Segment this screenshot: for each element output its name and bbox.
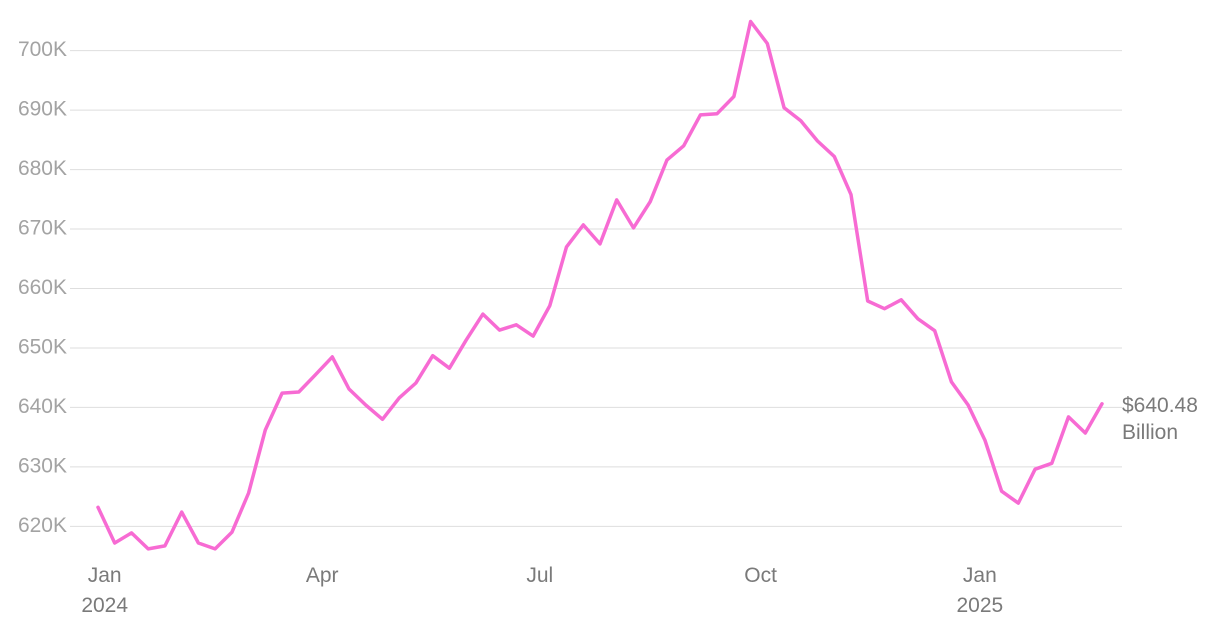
y-tick-label: 690K: [18, 98, 67, 121]
x-tick-label: Jan 2024: [81, 564, 129, 617]
y-tick-label: 680K: [18, 157, 67, 180]
y-tick-label: 670K: [18, 217, 67, 240]
line: [96, 19, 1104, 551]
y-tick-label: 620K: [18, 514, 67, 537]
y-tick-label: 640K: [18, 395, 67, 418]
x-tick-label: Oct: [744, 564, 777, 587]
y-tick-label: 630K: [18, 454, 67, 477]
x-tick-label: Jan 2025: [956, 564, 1004, 617]
x-tick-label: Jul: [526, 564, 554, 587]
y-tick-label: 700K: [18, 38, 67, 61]
end-annotation: $640.48 Billion: [1122, 394, 1198, 444]
x-tick-label: Apr: [305, 564, 339, 587]
y-tick-label: 650K: [18, 336, 67, 359]
y-tick-label: 660K: [18, 276, 67, 299]
